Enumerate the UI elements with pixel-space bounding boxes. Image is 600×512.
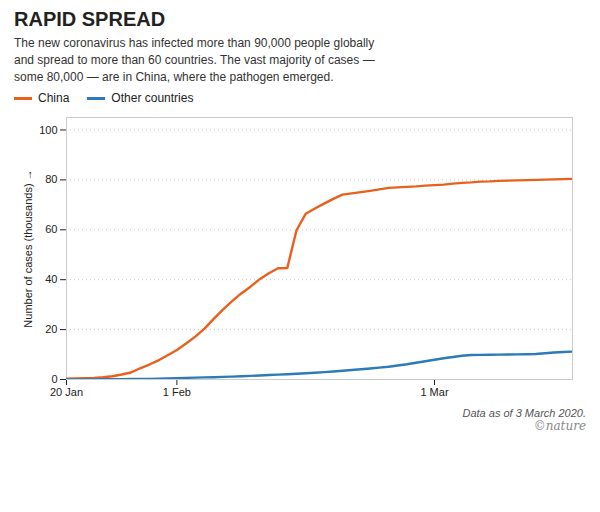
svg-text:100: 100 [39, 124, 57, 136]
svg-text:60: 60 [45, 224, 57, 236]
svg-text:1 Feb: 1 Feb [163, 387, 191, 399]
html-text:China: China [38, 91, 70, 106]
html-text:Data as of 3 March 2020.: Data as of 3 March 2020. [462, 407, 586, 420]
html-text:Other countries: Other countries [111, 91, 194, 106]
html-text:The new coronavirus has infect: The new coronavirus has infected more th… [14, 36, 375, 84]
html-text:©nature: ©nature [533, 419, 586, 434]
svg-text:0: 0 [51, 373, 57, 385]
svg-text:Number of cases (thousands) →: Number of cases (thousands) → [22, 170, 34, 328]
svg-text:20: 20 [45, 324, 57, 336]
svg-text:40: 40 [45, 274, 57, 286]
svg-text:80: 80 [45, 174, 57, 186]
svg-text:1 Mar: 1 Mar [420, 387, 448, 399]
html-text:RAPID SPREAD: RAPID SPREAD [14, 8, 166, 30]
svg-text:20 Jan: 20 Jan [50, 387, 83, 399]
